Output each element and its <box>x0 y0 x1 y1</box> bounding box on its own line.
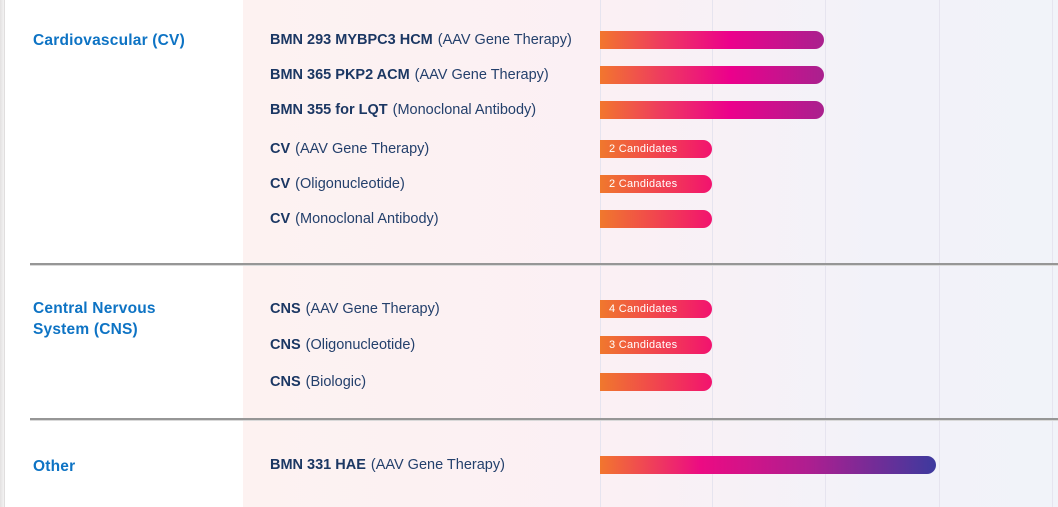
drug-label: BMN 293 MYBPC3 HCM (AAV Gene Therapy) <box>270 31 572 49</box>
drug-modality: (Oligonucleotide) <box>305 337 416 353</box>
drug-name: BMN 331 HAE <box>270 457 366 473</box>
gridline <box>1052 0 1053 507</box>
pipeline-row: CV (Oligonucleotide) 2 Candidates <box>0 175 1058 193</box>
candidate-count-badge: 2 Candidates <box>609 178 678 190</box>
drug-modality: (Monoclonal Antibody) <box>392 102 537 118</box>
candidate-count-badge: 4 Candidates <box>609 303 678 315</box>
drug-modality: (AAV Gene Therapy) <box>370 457 505 473</box>
candidate-count-badge: 2 Candidates <box>609 143 678 155</box>
drug-name: CNS <box>270 374 301 390</box>
drug-name: CV <box>270 141 291 157</box>
drug-modality: (Monoclonal Antibody) <box>295 211 439 227</box>
drug-label: CV (Oligonucleotide) <box>270 175 405 193</box>
drug-label: CV (Monoclonal Antibody) <box>270 210 439 228</box>
drug-modality: (AAV Gene Therapy) <box>295 141 430 157</box>
drug-label: BMN 355 for LQT (Monoclonal Antibody) <box>270 101 536 119</box>
pipeline-row: BMN 355 for LQT (Monoclonal Antibody) <box>0 101 1058 119</box>
pipeline-row: CV (Monoclonal Antibody) <box>0 210 1058 228</box>
drug-name: CNS <box>270 301 301 317</box>
drug-label: CNS (Oligonucleotide) <box>270 336 415 354</box>
pipeline-bar <box>600 101 824 119</box>
pipeline-bar: 2 Candidates <box>600 175 712 193</box>
pipeline-row: CNS (Biologic) <box>0 373 1058 391</box>
drug-label: BMN 365 PKP2 ACM (AAV Gene Therapy) <box>270 66 549 84</box>
pipeline-row: CNS (Oligonucleotide) 3 Candidates <box>0 336 1058 354</box>
pipeline-row: BMN 293 MYBPC3 HCM (AAV Gene Therapy) <box>0 31 1058 49</box>
section-divider <box>30 418 1058 421</box>
section-label-cns: Central Nervous System (CNS) <box>33 300 156 338</box>
drug-label: BMN 331 HAE (AAV Gene Therapy) <box>270 456 505 474</box>
pipeline-row: BMN 331 HAE (AAV Gene Therapy) <box>0 456 1058 474</box>
gridline <box>712 0 713 507</box>
drug-name: CV <box>270 211 291 227</box>
pipeline-bar: 3 Candidates <box>600 336 712 354</box>
pipeline-bar: 4 Candidates <box>600 300 712 318</box>
gridline <box>939 0 940 507</box>
gridline <box>825 0 826 507</box>
page-edge <box>0 0 5 507</box>
candidate-count-badge: 3 Candidates <box>609 339 678 351</box>
pipeline-row: CV (AAV Gene Therapy) 2 Candidates <box>0 140 1058 158</box>
pipeline-bar <box>600 31 824 49</box>
pipeline-bar <box>600 456 936 474</box>
pipeline-bar <box>600 373 712 391</box>
drug-label: CNS (AAV Gene Therapy) <box>270 300 440 318</box>
drug-name: BMN 365 PKP2 ACM <box>270 67 410 83</box>
pipeline-row: BMN 365 PKP2 ACM (AAV Gene Therapy) <box>0 66 1058 84</box>
pipeline-bar: 2 Candidates <box>600 140 712 158</box>
drug-name: BMN 293 MYBPC3 HCM <box>270 32 433 48</box>
pipeline-row: CNS (AAV Gene Therapy) 4 Candidates <box>0 300 1058 318</box>
drug-modality: (AAV Gene Therapy) <box>437 32 572 48</box>
drug-name: CNS <box>270 337 301 353</box>
gridline <box>600 0 601 507</box>
drug-modality: (Oligonucleotide) <box>295 176 405 192</box>
drug-modality: (AAV Gene Therapy) <box>305 301 440 317</box>
drug-label: CV (AAV Gene Therapy) <box>270 140 429 158</box>
section-divider <box>30 263 1058 266</box>
drug-label: CNS (Biologic) <box>270 373 366 391</box>
drug-name: BMN 355 for LQT <box>270 102 388 118</box>
pipeline-bar <box>600 210 712 228</box>
drug-modality: (AAV Gene Therapy) <box>414 67 549 83</box>
section-label-cv: Cardiovascular (CV) <box>33 32 185 49</box>
drug-name: CV <box>270 176 291 192</box>
section-label-other: Other <box>33 458 76 475</box>
drug-modality: (Biologic) <box>305 374 367 390</box>
pipeline-bar <box>600 66 824 84</box>
chart-panel <box>243 0 1058 507</box>
